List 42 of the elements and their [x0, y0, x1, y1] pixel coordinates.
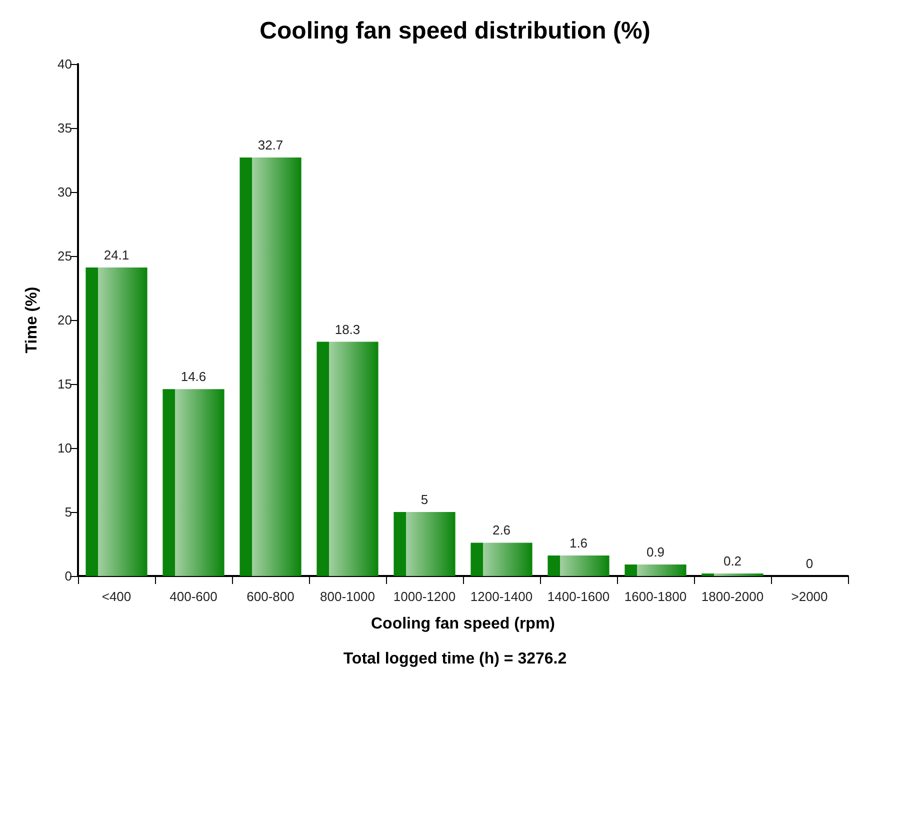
y-tick-label: 35 [58, 120, 72, 136]
data-label: 0.2 [723, 553, 742, 568]
x-tick-label: >2000 [791, 589, 828, 604]
bar [702, 573, 764, 576]
data-label: 18.3 [334, 322, 360, 337]
x-tick-label: 1000-1200 [393, 589, 456, 604]
y-tick-label: 0 [64, 568, 72, 584]
x-tick-label: 600-800 [246, 589, 294, 604]
bar [394, 512, 456, 576]
y-tick-label: 20 [58, 312, 72, 328]
x-tick-label: <400 [102, 589, 132, 604]
y-tick-label: 10 [58, 440, 72, 456]
text: Total logged time (h) = 3276.2 [343, 650, 567, 668]
y-tick-label: 25 [58, 248, 72, 264]
x-tick-label: 1200-1400 [470, 589, 533, 604]
data-label: 32.7 [258, 137, 284, 152]
data-label: 24.1 [104, 248, 130, 263]
y-tick-label: 40 [58, 56, 72, 72]
chart-title: Cooling fan speed distribution (%) [260, 18, 650, 44]
data-label: 2.6 [492, 522, 511, 538]
x-tick-label: 1800-2000 [701, 589, 764, 604]
bar [624, 564, 686, 576]
y-axis-title: Time (%) [24, 286, 40, 354]
bar [162, 389, 224, 576]
y-tick-label: 5 [64, 504, 72, 520]
bar [316, 342, 378, 576]
x-tick-label: 1400-1600 [547, 589, 610, 604]
bar [548, 556, 610, 576]
data-label: 0 [806, 556, 814, 571]
y-tick-label: 15 [58, 376, 72, 392]
data-label: 5 [420, 492, 428, 507]
y-tick-label: 30 [58, 184, 72, 200]
x-tick-label: 800-1000 [320, 589, 375, 604]
bar [240, 157, 302, 576]
data-label: 0.9 [646, 544, 665, 560]
bar [470, 542, 532, 576]
x-axis-title: Cooling fan speed (rpm) [371, 616, 555, 632]
x-tick-label: 1600-1800 [624, 589, 687, 604]
data-label: 14.6 [180, 369, 206, 384]
data-label: 1.6 [569, 536, 588, 551]
x-tick-label: 400-600 [170, 589, 218, 604]
bar [86, 268, 148, 576]
